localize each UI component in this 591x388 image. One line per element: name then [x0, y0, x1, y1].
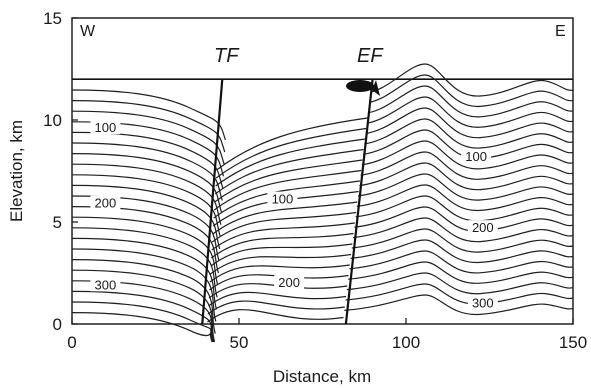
- contour-line: [370, 63, 574, 97]
- x-axis-title: Distance, km: [273, 367, 371, 386]
- y-axis-title: Elevation, km: [7, 120, 26, 222]
- contour-label: 300: [472, 296, 494, 311]
- contour-line: [359, 162, 574, 191]
- contour-line: [356, 184, 574, 212]
- contour-line: [353, 217, 574, 243]
- contour-line: [365, 107, 574, 139]
- contour-line: [71, 163, 222, 225]
- contour-line: [71, 110, 225, 165]
- contour-label-background: [90, 120, 121, 135]
- east-label: E: [555, 23, 566, 40]
- contour-label: 200: [472, 220, 494, 235]
- magma-body: [346, 80, 374, 92]
- contour-line: [214, 148, 364, 195]
- contour-label: 200: [278, 275, 300, 290]
- contour-line: [369, 74, 574, 108]
- contour-line: [208, 283, 348, 299]
- contour-line: [367, 85, 574, 118]
- contour-line: [210, 243, 353, 267]
- contour-line: [71, 216, 219, 286]
- y-tick-label: 15: [43, 9, 62, 28]
- contour-label-background: [90, 277, 121, 292]
- magma-plume: [372, 80, 380, 96]
- contour-label-background: [461, 148, 492, 163]
- fault-label-ef: EF: [357, 45, 384, 67]
- contour-line: [216, 117, 368, 171]
- contour-line: [71, 227, 218, 298]
- contour-line: [366, 96, 574, 128]
- contour-line: [214, 159, 363, 203]
- plot-frame: [71, 17, 574, 325]
- contour-label: 300: [95, 277, 117, 292]
- contour-line: [211, 222, 355, 251]
- axis-ticks: 0 50 100 150 0 5 10 15: [43, 9, 587, 352]
- contour-line: [360, 151, 574, 180]
- contour-line: [207, 309, 344, 323]
- contour-line: [71, 312, 213, 343]
- y-tick-label: 5: [53, 213, 62, 232]
- contour-labels: 100 200 300 100 200 100 200 300: [90, 120, 498, 311]
- x-tick-label: 50: [230, 333, 249, 352]
- contour-line: [346, 272, 574, 295]
- contour-line: [71, 301, 214, 343]
- contour-line: [215, 138, 366, 187]
- contour-line: [344, 294, 574, 316]
- contour-label-background: [274, 275, 305, 290]
- contour-label: 200: [95, 196, 117, 211]
- contour-line: [71, 269, 216, 343]
- fault-lines: [201, 79, 374, 325]
- temperature-contours: [71, 63, 574, 343]
- contour-line: [71, 206, 219, 274]
- contour-line: [215, 127, 367, 179]
- contour-label-background: [267, 191, 298, 206]
- west-label: W: [80, 23, 96, 40]
- contour-line: [71, 174, 221, 237]
- y-tick-label: 10: [43, 111, 62, 130]
- contour-line: [71, 153, 223, 213]
- contour-line: [71, 237, 218, 310]
- contour-line: [211, 211, 357, 243]
- contour-label: 100: [465, 149, 487, 164]
- x-tick-label: 0: [67, 333, 76, 352]
- fault-label-tf: TF: [214, 45, 240, 67]
- contour-label: 100: [272, 192, 294, 207]
- contour-line: [358, 173, 574, 201]
- contour-label-background: [90, 195, 121, 210]
- contour-line: [71, 259, 216, 334]
- contour-line: [364, 118, 574, 149]
- contour-line: [348, 261, 574, 284]
- contour-line: [361, 140, 574, 170]
- contour-line: [213, 169, 362, 211]
- contour-label: 100: [95, 120, 117, 135]
- contour-line: [208, 291, 347, 307]
- contour-line: [350, 239, 574, 264]
- contour-line: [210, 232, 354, 259]
- contour-line: [209, 264, 350, 283]
- y-tick-label: 0: [53, 315, 62, 334]
- contour-line: [345, 283, 574, 305]
- x-tick-label: 100: [392, 333, 420, 352]
- contour-line: [71, 100, 226, 153]
- contour-line: [212, 201, 358, 235]
- contour-line: [210, 253, 352, 275]
- contour-line: [71, 142, 223, 201]
- contour-line: [71, 184, 221, 250]
- contour-line: [351, 228, 574, 253]
- contour-line: [207, 300, 345, 315]
- contour-line: [71, 248, 217, 322]
- contour-line: [209, 274, 349, 291]
- contour-label-background: [467, 220, 498, 235]
- fault-line: [344, 79, 374, 325]
- contour-line: [71, 290, 214, 343]
- contour-label-background: [467, 295, 498, 310]
- x-tick-label: 150: [559, 333, 587, 352]
- contour-line: [349, 250, 574, 274]
- fault-line: [201, 79, 224, 325]
